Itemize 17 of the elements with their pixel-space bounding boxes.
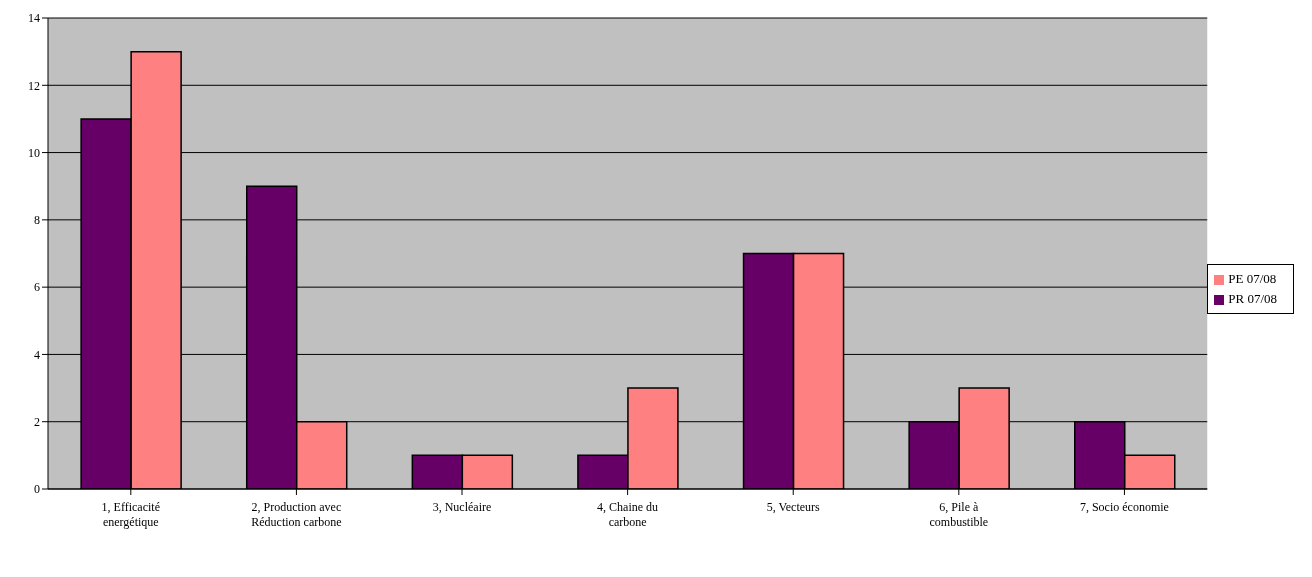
x-tick-label: 3, Nucléaire: [432, 500, 492, 514]
x-tick-label: 7, Socio économie: [1079, 500, 1169, 514]
y-tick-label: 8: [34, 213, 40, 228]
legend-label: PR 07/08: [1228, 290, 1277, 306]
x-tick-label: 5, Vecteurs: [766, 500, 821, 514]
x-tick-label: 1, Efficacité energétique: [101, 500, 161, 529]
y-tick-label: 4: [34, 347, 40, 362]
y-tick-label: 14: [28, 11, 40, 26]
y-tick-label: 12: [28, 78, 40, 93]
x-tick-label: 4, Chaine du carbone: [597, 500, 659, 529]
y-tick-label: 0: [34, 482, 40, 497]
x-tick-label: 6, Pile à combustible: [929, 500, 989, 529]
y-tick-label: 6: [34, 280, 40, 295]
legend-label: PE 07/08: [1228, 270, 1277, 286]
y-tick-label: 10: [28, 145, 40, 160]
y-tick-label: 2: [34, 414, 40, 429]
x-tick-label: 2, Production avec Réduction carbone: [251, 500, 342, 529]
